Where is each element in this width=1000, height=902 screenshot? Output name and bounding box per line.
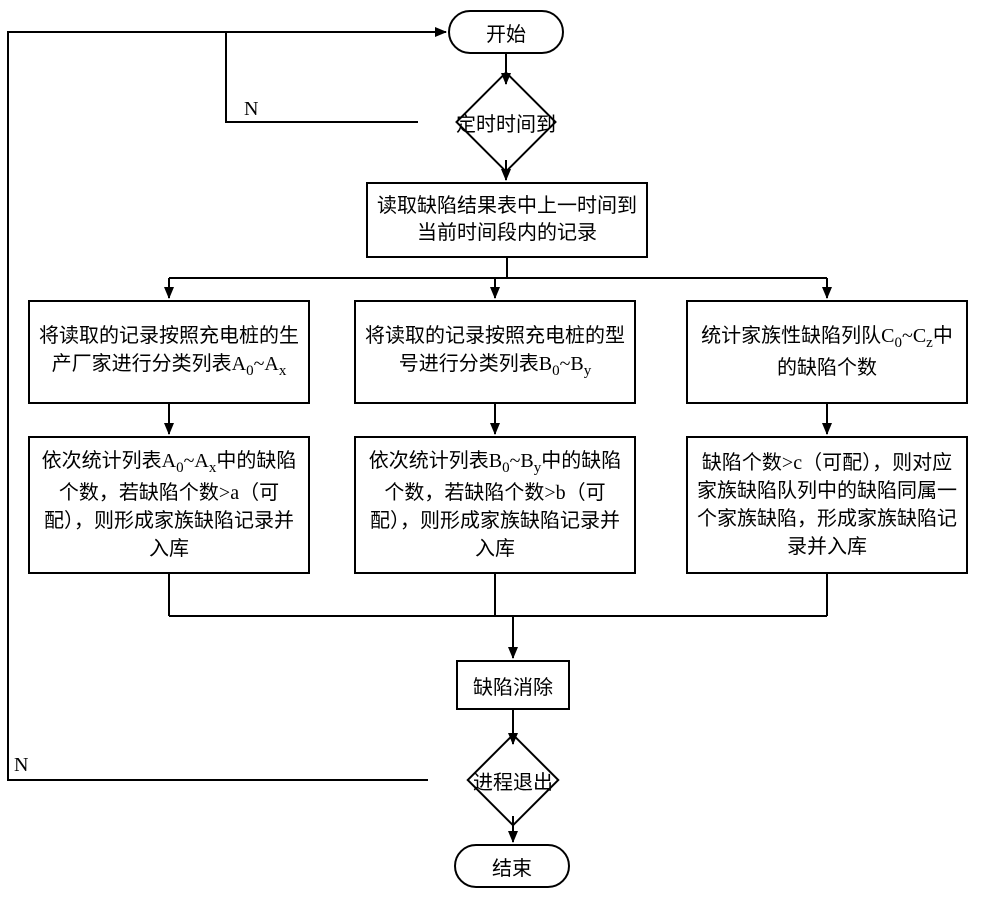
end-label: 结束 bbox=[492, 852, 532, 881]
timer-label: 定时时间到 bbox=[416, 104, 596, 140]
b1-node: 将读取的记录按照充电桩的型号进行分类列表B0~By bbox=[354, 300, 636, 404]
a1-text: 将读取的记录按照充电桩的生产厂家进行分类列表A0~Ax bbox=[38, 322, 300, 382]
c1-text: 统计家族性缺陷列队C0~Cz中的缺陷个数 bbox=[696, 322, 958, 382]
c1-node: 统计家族性缺陷列队C0~Cz中的缺陷个数 bbox=[686, 300, 968, 404]
exit-label: 进程退出 bbox=[428, 764, 598, 796]
elim-node: 缺陷消除 bbox=[456, 660, 570, 710]
a1-node: 将读取的记录按照充电桩的生产厂家进行分类列表A0~Ax bbox=[28, 300, 310, 404]
b2-text: 依次统计列表B0~By中的缺陷个数，若缺陷个数>b（可配），则形成家族缺陷记录并… bbox=[364, 447, 626, 563]
start-node: 开始 bbox=[448, 10, 564, 54]
exit-no-label: N bbox=[14, 754, 28, 777]
start-label: 开始 bbox=[486, 18, 526, 47]
b1-text: 将读取的记录按照充电桩的型号进行分类列表B0~By bbox=[364, 322, 626, 382]
timer-no-label: N bbox=[244, 98, 258, 121]
b2-node: 依次统计列表B0~By中的缺陷个数，若缺陷个数>b（可配），则形成家族缺陷记录并… bbox=[354, 436, 636, 574]
read-node: 读取缺陷结果表中上一时间到当前时间段内的记录 bbox=[366, 182, 648, 258]
c2-node: 缺陷个数>c（可配），则对应家族缺陷队列中的缺陷同属一个家族缺陷，形成家族缺陷记… bbox=[686, 436, 968, 574]
a2-node: 依次统计列表A0~Ax中的缺陷个数，若缺陷个数>a（可配），则形成家族缺陷记录并… bbox=[28, 436, 310, 574]
end-node: 结束 bbox=[454, 844, 570, 888]
a2-text: 依次统计列表A0~Ax中的缺陷个数，若缺陷个数>a（可配），则形成家族缺陷记录并… bbox=[38, 447, 300, 563]
